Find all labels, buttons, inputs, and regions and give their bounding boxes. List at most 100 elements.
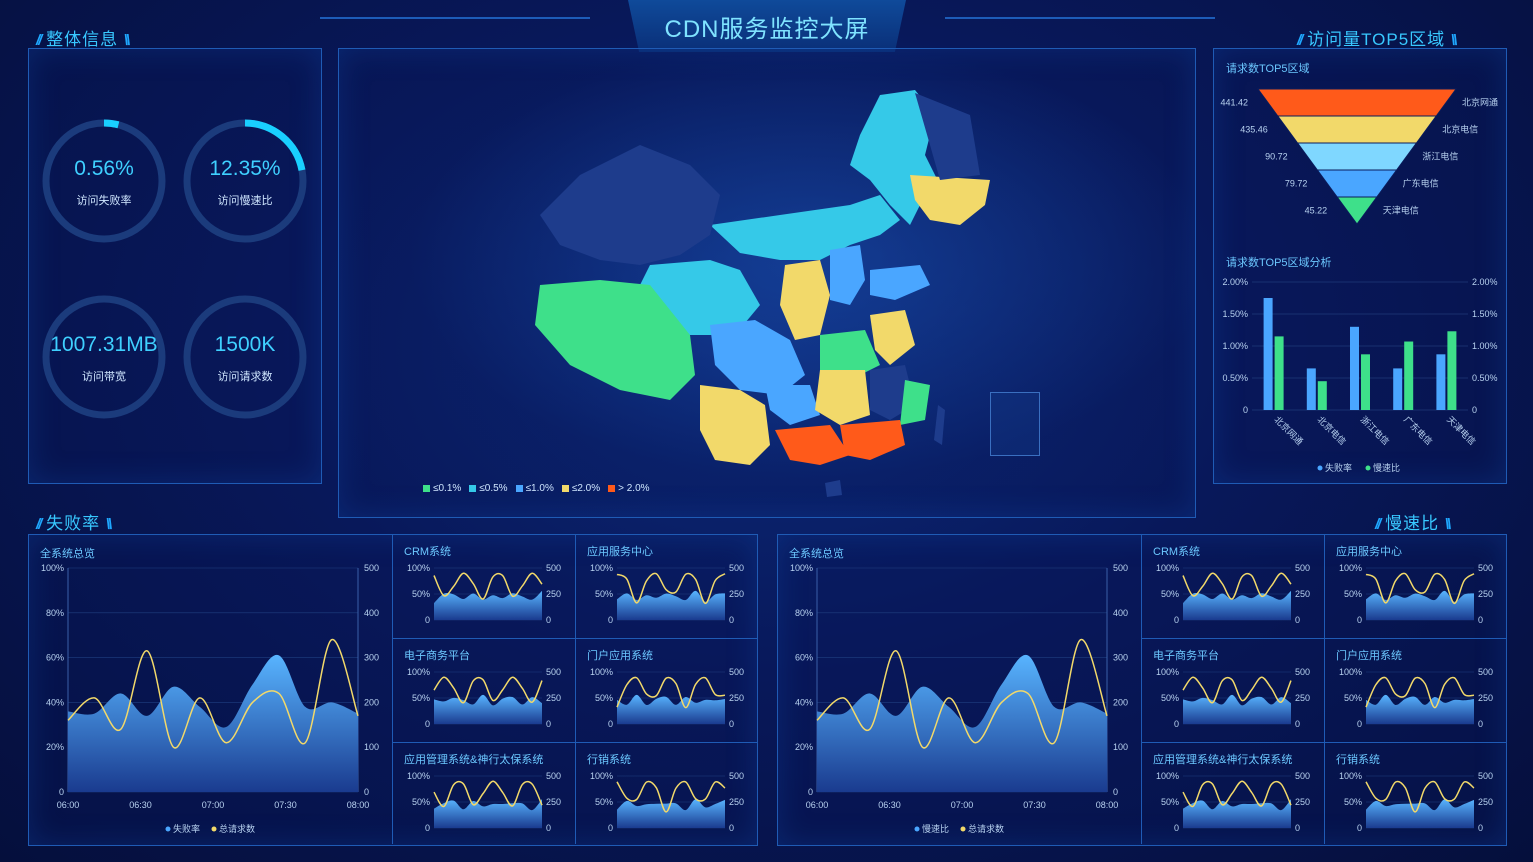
map-region-taiwan[interactable] — [934, 405, 945, 445]
y-tick-right: 500 — [1478, 563, 1493, 573]
map-region-anhui[interactable] — [870, 310, 915, 365]
metric-value: 1007.31MB — [50, 333, 158, 356]
subsystem-chart: 0 0 50% 250 100% 500 — [590, 563, 744, 625]
map-region-sichuan[interactable] — [710, 320, 805, 395]
map-region-northeast-east[interactable] — [915, 93, 980, 180]
map-region-guangdong[interactable] — [840, 420, 905, 460]
map-region-guizhou[interactable] — [765, 385, 820, 425]
overview-line-chart: 0 0 20% 100 40% 200 60% 300 80% 400 100% 500 06:00 06… — [790, 563, 1128, 834]
subsystem-chart: 0 0 50% 250 100% 500 — [1156, 667, 1310, 729]
bar — [1274, 336, 1284, 410]
y-tick-right: 500 — [1113, 563, 1128, 573]
subsystem-chart-title: 应用管理系统&神行太保系统 — [404, 754, 544, 766]
y-tick-right: 0 — [1478, 823, 1483, 833]
y-tick-left: 50% — [412, 589, 430, 599]
x-tick: 06:30 — [878, 800, 901, 810]
y-tick-left: 100% — [407, 771, 430, 781]
y-tick-right: 250 — [1478, 693, 1493, 703]
y-tick-left: 0 — [425, 615, 430, 625]
y-tick-right: 500 — [729, 563, 744, 573]
bar — [1317, 381, 1327, 410]
y-tick-right: 250 — [1295, 797, 1310, 807]
legend-dot — [211, 826, 217, 832]
funnel-segment — [1257, 88, 1457, 117]
map-region-hainan[interactable] — [825, 480, 842, 497]
map-region-inner-mongolia[interactable] — [710, 195, 900, 260]
y-tick-left: 80% — [795, 608, 813, 618]
x-tick: 06:00 — [806, 800, 829, 810]
y-tick-right: 400 — [364, 608, 379, 618]
legend-label: 失败率 — [1325, 462, 1352, 473]
map-region-shaanxi[interactable] — [780, 260, 830, 340]
map-region-shandong[interactable] — [870, 265, 930, 300]
y-tick-right: 500 — [1295, 771, 1310, 781]
y-tick-left: 50% — [595, 589, 613, 599]
map-region-hunan[interactable] — [815, 370, 870, 425]
y-tick-right: 0 — [1478, 615, 1483, 625]
subsystem-chart-title: 门户应用系统 — [587, 650, 653, 662]
y-tick-left: 0 — [1357, 719, 1362, 729]
line-series — [816, 638, 1108, 749]
map-region-jilin[interactable] — [910, 175, 990, 225]
y-tick-right: 1.00% — [1472, 341, 1498, 351]
y-tick-left: 40% — [795, 697, 813, 707]
y-tick-right: 250 — [546, 589, 561, 599]
y-tick-right: 0 — [1472, 405, 1477, 415]
line-series — [1365, 780, 1475, 813]
y-tick-right: 250 — [729, 589, 744, 599]
line-series — [433, 572, 543, 600]
x-tick: 北京电信 — [1315, 414, 1348, 447]
legend-dot — [914, 826, 920, 832]
map-region-fujian[interactable] — [900, 380, 930, 425]
area-series — [817, 654, 1107, 792]
y-tick-right: 250 — [1295, 693, 1310, 703]
map-legend-item[interactable]: ≤0.5% — [461, 483, 508, 494]
y-tick-right: 500 — [1478, 667, 1493, 677]
area-series — [434, 590, 542, 620]
line-series — [67, 638, 359, 749]
y-tick-left: 50% — [1344, 797, 1362, 807]
subsystem-chart: 0 0 50% 250 100% 500 — [590, 667, 744, 729]
map-legend-item[interactable]: ≤2.0% — [554, 483, 600, 494]
y-tick-right: 0 — [1295, 823, 1300, 833]
ring-progress-arc — [183, 119, 307, 243]
map-region-tibet[interactable] — [535, 280, 695, 400]
ring-progress-arc — [42, 119, 166, 243]
map-region-guangxi[interactable] — [775, 425, 850, 465]
backslash-icon: \\ — [123, 32, 131, 49]
y-tick-right: 300 — [364, 653, 379, 663]
legend-dot — [1317, 465, 1323, 471]
map-region-shanxi[interactable] — [830, 245, 865, 305]
page-header: CDN服务监控大屏 — [628, 0, 906, 52]
y-tick-left: 50% — [595, 693, 613, 703]
metric-label: 访问慢速比 — [217, 195, 273, 207]
y-tick-right: 0 — [729, 719, 734, 729]
subsystem-chart-title: 行销系统 — [1336, 754, 1380, 766]
map-legend-item[interactable]: ≤0.1% — [415, 483, 461, 494]
map-region-yunnan[interactable] — [700, 385, 770, 465]
slow-panel-title: // 慢速比 \\ — [1375, 514, 1451, 533]
y-tick-right: 250 — [546, 797, 561, 807]
line-series — [1365, 676, 1475, 709]
y-tick-right: 0 — [1113, 787, 1118, 797]
y-tick-left: 0 — [59, 787, 64, 797]
map-region-hubei[interactable] — [820, 330, 880, 380]
area-series — [1183, 694, 1291, 724]
y-tick-right: 500 — [729, 771, 744, 781]
failure-panel — [28, 534, 758, 846]
y-tick-right: 500 — [729, 667, 744, 677]
x-tick: 06:30 — [129, 800, 152, 810]
area-series — [434, 694, 542, 724]
map-legend-item[interactable]: ≤1.0% — [508, 483, 554, 494]
metric-ring: 0.56% 访问失败率 — [40, 117, 168, 245]
y-tick-left: 100% — [1339, 771, 1362, 781]
bar — [1350, 326, 1359, 410]
map-region-xinjiang[interactable] — [540, 145, 720, 265]
slow-panel — [777, 534, 1507, 846]
china-map[interactable] — [520, 85, 1000, 505]
subsystem-chart-title: 应用管理系统&神行太保系统 — [1153, 754, 1293, 766]
map-legend-item[interactable]: > 2.0% — [600, 483, 650, 494]
subsystem-chart: 0 0 50% 250 100% 500 — [1156, 771, 1310, 833]
subsystem-chart-title: 门户应用系统 — [1336, 650, 1402, 662]
subsystem-chart: 0 0 50% 250 100% 500 — [1339, 771, 1493, 833]
